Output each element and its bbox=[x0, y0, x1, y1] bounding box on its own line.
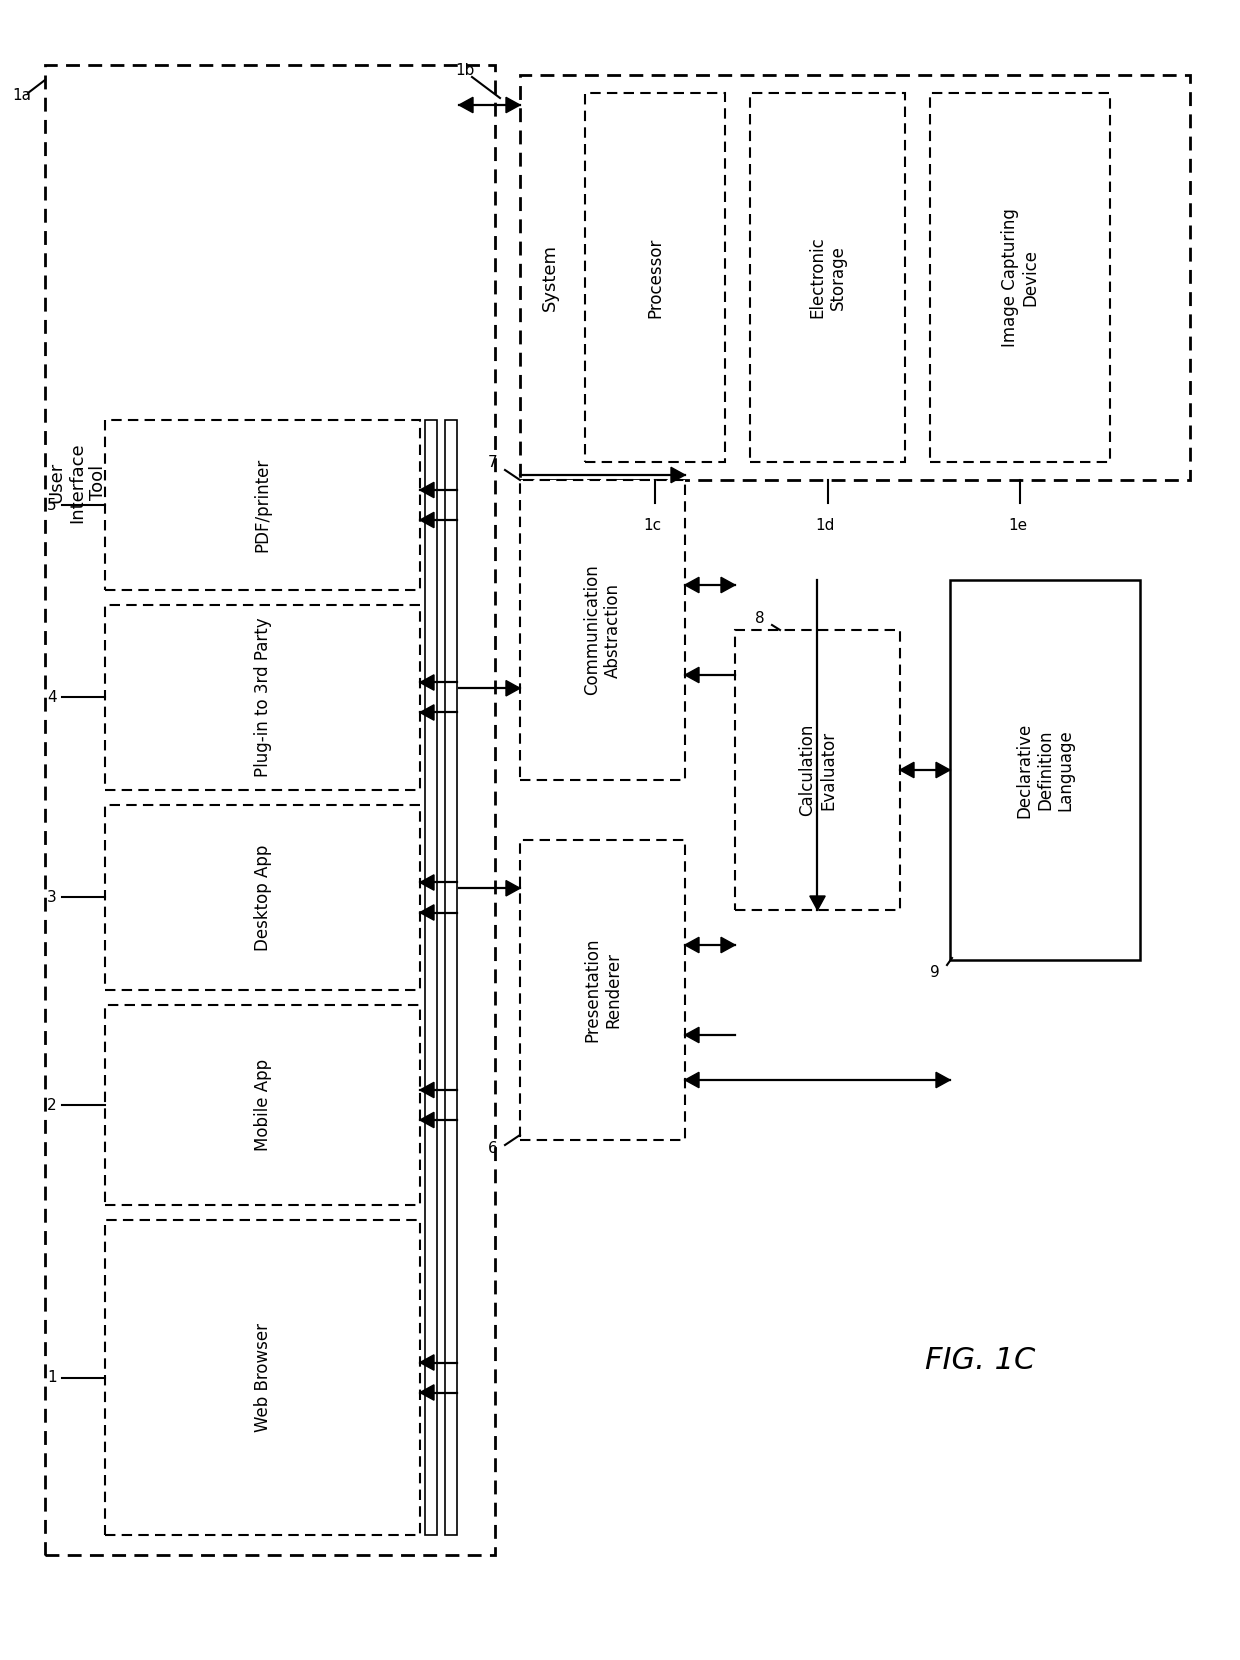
Text: Desktop App: Desktop App bbox=[253, 845, 272, 951]
Text: Electronic
Storage: Electronic Storage bbox=[808, 237, 847, 319]
Text: User
Interface
Tool: User Interface Tool bbox=[47, 442, 107, 523]
Polygon shape bbox=[459, 98, 472, 113]
Text: 1c: 1c bbox=[644, 518, 661, 533]
Text: Calculation
Evaluator: Calculation Evaluator bbox=[799, 724, 837, 817]
Text: Web Browser: Web Browser bbox=[253, 1323, 272, 1433]
Text: Mobile App: Mobile App bbox=[253, 1059, 272, 1150]
FancyBboxPatch shape bbox=[105, 420, 420, 589]
FancyBboxPatch shape bbox=[585, 93, 725, 461]
Text: Presentation
Renderer: Presentation Renderer bbox=[583, 938, 622, 1042]
Polygon shape bbox=[671, 468, 684, 483]
Polygon shape bbox=[420, 1355, 434, 1370]
Text: 1: 1 bbox=[47, 1370, 57, 1384]
Polygon shape bbox=[684, 578, 699, 593]
FancyBboxPatch shape bbox=[45, 65, 495, 1555]
Polygon shape bbox=[936, 762, 950, 777]
Polygon shape bbox=[684, 1072, 699, 1087]
Polygon shape bbox=[684, 938, 699, 953]
FancyBboxPatch shape bbox=[520, 480, 684, 780]
FancyBboxPatch shape bbox=[735, 631, 900, 910]
Text: 1d: 1d bbox=[816, 518, 835, 533]
Polygon shape bbox=[684, 667, 699, 682]
Polygon shape bbox=[810, 896, 825, 910]
Polygon shape bbox=[506, 98, 520, 113]
Text: FIG. 1C: FIG. 1C bbox=[925, 1346, 1035, 1374]
Text: PDF/printer: PDF/printer bbox=[253, 458, 272, 553]
Polygon shape bbox=[420, 1082, 434, 1097]
Polygon shape bbox=[420, 1112, 434, 1127]
FancyBboxPatch shape bbox=[520, 840, 684, 1140]
Polygon shape bbox=[936, 1072, 950, 1087]
Text: 7: 7 bbox=[489, 455, 497, 470]
Text: Communication
Abstraction: Communication Abstraction bbox=[583, 564, 622, 696]
Text: 1a: 1a bbox=[12, 88, 31, 103]
Polygon shape bbox=[420, 513, 434, 528]
Polygon shape bbox=[420, 905, 434, 920]
FancyBboxPatch shape bbox=[930, 93, 1110, 461]
Polygon shape bbox=[420, 483, 434, 498]
FancyBboxPatch shape bbox=[105, 1220, 420, 1536]
Text: Processor: Processor bbox=[646, 237, 663, 317]
Text: 8: 8 bbox=[755, 611, 765, 626]
Text: 9: 9 bbox=[930, 964, 940, 979]
FancyBboxPatch shape bbox=[105, 604, 420, 790]
Polygon shape bbox=[420, 875, 434, 890]
Text: 3: 3 bbox=[47, 890, 57, 905]
Text: 1e: 1e bbox=[1008, 518, 1027, 533]
FancyBboxPatch shape bbox=[425, 420, 436, 1536]
FancyBboxPatch shape bbox=[105, 1004, 420, 1205]
Polygon shape bbox=[420, 706, 434, 720]
FancyBboxPatch shape bbox=[750, 93, 905, 461]
Polygon shape bbox=[720, 938, 735, 953]
FancyBboxPatch shape bbox=[445, 420, 458, 1536]
Polygon shape bbox=[420, 676, 434, 691]
Text: 6: 6 bbox=[489, 1140, 497, 1155]
Polygon shape bbox=[900, 762, 914, 777]
FancyBboxPatch shape bbox=[105, 805, 420, 989]
Text: Declarative
Definition
Language: Declarative Definition Language bbox=[1016, 722, 1075, 818]
Text: System: System bbox=[541, 244, 559, 310]
FancyBboxPatch shape bbox=[520, 75, 1190, 480]
Polygon shape bbox=[420, 1384, 434, 1399]
FancyBboxPatch shape bbox=[950, 579, 1140, 959]
Text: Image Capturing
Device: Image Capturing Device bbox=[1001, 208, 1039, 347]
Polygon shape bbox=[720, 578, 735, 593]
Polygon shape bbox=[506, 880, 520, 896]
Text: Plug-in to 3rd Party: Plug-in to 3rd Party bbox=[253, 618, 272, 777]
Text: 2: 2 bbox=[47, 1097, 57, 1112]
Text: 1b: 1b bbox=[455, 63, 475, 78]
Polygon shape bbox=[684, 1028, 699, 1042]
Polygon shape bbox=[506, 681, 520, 696]
Text: 4: 4 bbox=[47, 691, 57, 706]
Text: 5: 5 bbox=[47, 498, 57, 513]
